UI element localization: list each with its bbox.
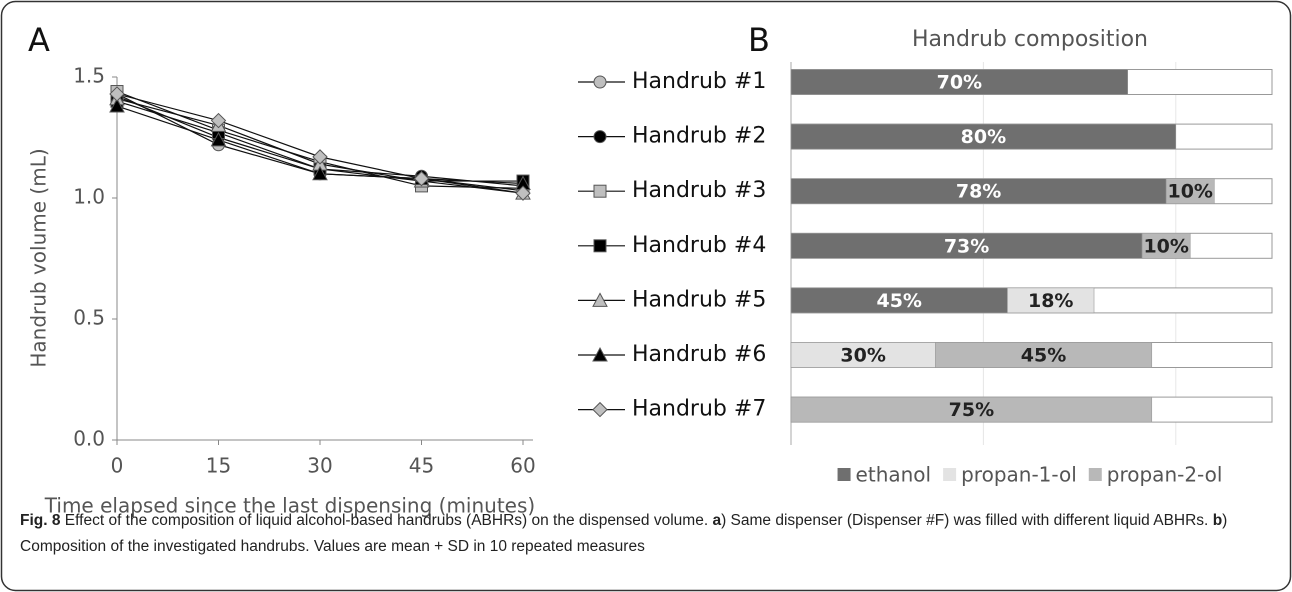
data-label: 18% — [1028, 290, 1073, 312]
x-tick-label: 30 — [307, 454, 332, 478]
data-label: 70% — [937, 72, 982, 94]
data-label: 78% — [956, 181, 1001, 203]
legend-swatch — [943, 468, 957, 481]
caption-text: Effect of the composition of liquid alco… — [60, 512, 713, 529]
legend-label: Handrub #1 — [632, 69, 766, 94]
legend-marker — [593, 239, 607, 253]
data-point — [109, 97, 125, 113]
caption-text: b — [1212, 512, 1223, 529]
data-point — [515, 185, 531, 201]
data-label: 30% — [840, 345, 885, 367]
x-tick-label: 0 — [111, 454, 124, 478]
data-point — [312, 149, 328, 165]
x-tick-label: 45 — [409, 454, 434, 478]
bar-segment — [934, 342, 1153, 368]
legend-swatch — [837, 468, 851, 481]
legend-label: Handrub #2 — [632, 124, 766, 149]
x-tick-label: 60 — [510, 454, 535, 478]
bar-segment — [790, 396, 1153, 423]
bar-segment — [790, 233, 1143, 259]
legend-marker — [593, 75, 607, 89]
data-label: 80% — [961, 126, 1006, 148]
legend-label: propan-2-ol — [1107, 463, 1223, 487]
data-label: 73% — [944, 235, 989, 257]
y-tick-label: 1.0 — [73, 185, 105, 209]
data-label: 10% — [1167, 181, 1212, 203]
legend-marker — [593, 184, 607, 198]
bar-segment — [790, 287, 1008, 314]
bar-segment — [1007, 287, 1095, 314]
caption-text: a — [712, 512, 722, 529]
data-point — [413, 170, 430, 187]
chart-title: Handrub composition — [912, 27, 1148, 52]
y-tick-label: 1.5 — [73, 64, 105, 88]
legend-marker — [593, 130, 607, 144]
bar-segment — [790, 178, 1167, 204]
y-axis-label: Handrub volume (mL) — [27, 148, 51, 367]
legend: ethanol propan-1-ol propan-2-ol — [837, 463, 1223, 487]
panel-label: A — [28, 21, 50, 59]
legend-label: Handrub #3 — [632, 178, 766, 203]
legend-label: propan-1-ol — [961, 463, 1077, 487]
data-point — [312, 165, 328, 181]
y-tick-label: 0.5 — [73, 306, 105, 330]
caption-text: ) Same dispenser (Dispenser #F) was fill… — [721, 512, 1213, 529]
data-label: 45% — [1021, 345, 1066, 367]
data-point — [210, 131, 227, 147]
legend-marker — [592, 346, 608, 362]
legend-label: Handrub #7 — [632, 397, 766, 422]
x-axis-label: Time elapsed since the last dispensing (… — [44, 494, 535, 518]
legend-marker — [592, 401, 608, 418]
legend-label: Handrub #4 — [632, 233, 766, 258]
data-point — [210, 112, 227, 129]
legend-swatch — [1088, 468, 1102, 481]
data-label: 45% — [876, 290, 921, 312]
panel-label: B — [748, 21, 770, 59]
data-point — [109, 86, 125, 102]
x-tick-label: 15 — [206, 454, 231, 478]
data-label: 75% — [949, 399, 994, 421]
bar-segment — [1165, 178, 1215, 204]
data-label: 10% — [1143, 235, 1188, 257]
caption: Fig. 8 Effect of the composition of liqu… — [20, 508, 1275, 560]
legend-label: Handrub #6 — [632, 342, 766, 367]
caption-text: Fig. 8 — [20, 512, 61, 529]
bar-segment — [790, 69, 1129, 95]
legend-label: Handrub #5 — [632, 287, 766, 312]
bar-segment — [790, 342, 936, 368]
legend-marker — [592, 292, 608, 307]
caption-text: ) Composition of the investigated handru… — [20, 512, 1228, 555]
bar-segment — [790, 123, 1177, 150]
legend-label: ethanol — [856, 463, 932, 487]
y-tick-label: 0.0 — [73, 427, 105, 451]
bar-segment — [1141, 233, 1191, 259]
